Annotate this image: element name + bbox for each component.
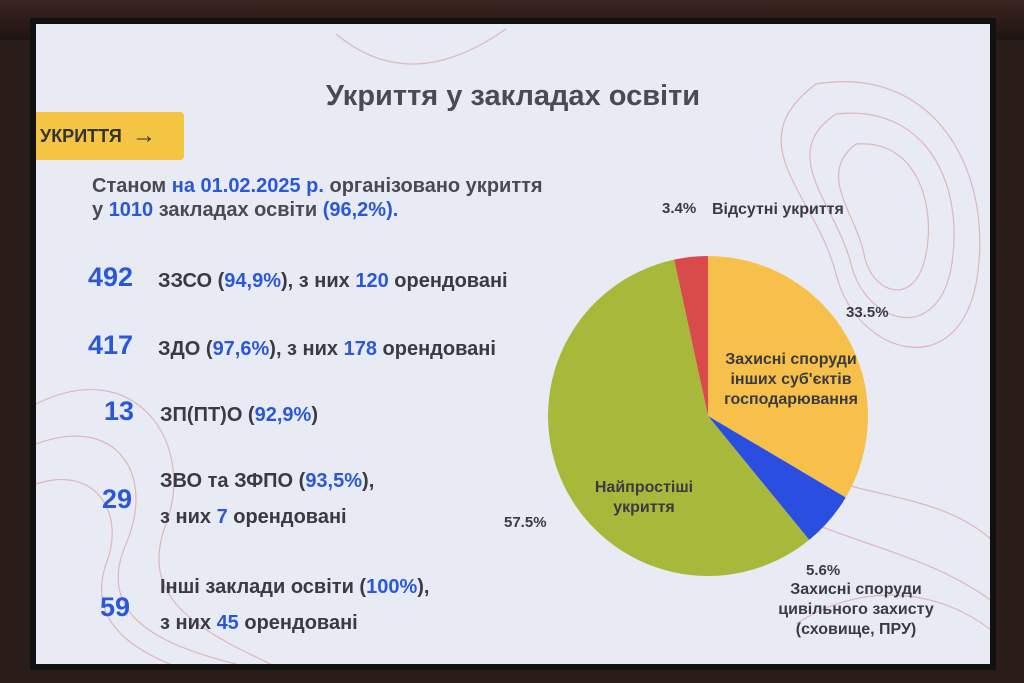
stat-number-zzso: 492: [88, 262, 134, 292]
intro-date: на 01.02.2025 р.: [171, 175, 324, 197]
legend-label-civil: Захисні споруди цивільного захисту (схов…: [776, 580, 936, 640]
desc-text: ЗЗСО (: [158, 270, 225, 292]
intro-text-part: у: [92, 199, 109, 221]
desc-text: ): [311, 404, 318, 426]
arrow-right-icon: →: [131, 122, 156, 149]
shelter-badge: УКРИТТЯ →: [36, 112, 184, 160]
desc-rented-count: 120: [355, 270, 389, 292]
desc-rented-count: 7: [216, 506, 228, 528]
desc-percent: 94,9%: [224, 270, 281, 292]
desc-percent: 100%: [366, 576, 418, 598]
pie-chart: [548, 256, 868, 576]
pie-slice-1: [708, 256, 868, 498]
desc-text: ЗВО та ЗФПО (: [160, 470, 306, 492]
pct-label-other: 33.5%: [846, 304, 889, 321]
desc-text: орендовані: [388, 270, 508, 292]
desc-text: ЗДО (: [158, 338, 213, 360]
intro-text: Станом на 01.02.2025 р. організовано укр…: [92, 174, 543, 222]
legend-label-line: Захисні споруди: [790, 581, 922, 598]
desc-text: ), з них: [269, 338, 344, 360]
pct-label-civil: 5.6%: [806, 562, 841, 579]
desc-text: Інші заклади освіти (: [160, 576, 367, 598]
pct-label-simple: 57.5%: [504, 514, 547, 531]
pie-slice-3: [548, 259, 810, 576]
legend-label-line: цивільного захисту: [778, 601, 934, 618]
slice-label-line: укриття: [613, 499, 675, 516]
intro-text-part: організовано укриття: [323, 175, 543, 197]
desc-rented-count: 178: [343, 338, 377, 360]
desc-percent: 93,5%: [305, 470, 363, 492]
slice-label-simple: Найпростіші укриття: [584, 478, 704, 518]
desc-text: ЗП(ПТ)О (: [160, 404, 255, 426]
legend-label-line: (сховище, ПРУ): [795, 621, 917, 638]
projector-screen: Укриття у закладах освіти УКРИТТЯ → Стан…: [30, 18, 996, 670]
stat-desc-zzso: ЗЗСО (94,9%), з них 120 орендовані: [158, 266, 508, 296]
desc-text: орендовані: [376, 338, 496, 360]
desc-text: орендовані: [227, 506, 347, 528]
pct-label-absent: 3.4%: [662, 200, 697, 217]
stat-number-zdo: 417: [88, 330, 134, 360]
pie-slice-0: [674, 256, 708, 416]
intro-percent: (96,2%).: [322, 199, 399, 221]
slice-label-other: Захисні споруди інших суб'єктів господар…: [712, 350, 870, 410]
desc-text: ), з них: [281, 270, 356, 292]
desc-text: ),: [417, 576, 430, 598]
stat-desc-zpto: ЗП(ПТ)О (92,9%): [160, 400, 318, 430]
stat-number-zvo: 29: [102, 484, 133, 514]
slide-title: Укриття у закладах освіти: [325, 80, 701, 112]
stat-desc-other: Інші заклади освіти (100%), з них 45 оре…: [160, 572, 429, 638]
intro-text-part: Станом: [92, 175, 172, 197]
desc-percent: 97,6%: [212, 338, 270, 360]
slice-label-line: інших суб'єктів: [730, 371, 852, 388]
intro-text-part: закладах освіти: [153, 199, 323, 221]
desc-text: орендовані: [238, 612, 358, 634]
desc-text: ),: [362, 470, 375, 492]
desc-rented-count: 45: [216, 612, 239, 634]
intro-count: 1010: [108, 199, 154, 221]
stat-number-zpto: 13: [104, 396, 135, 426]
desc-percent: 92,9%: [254, 404, 312, 426]
stat-number-other: 59: [100, 592, 131, 622]
stat-desc-zvo: ЗВО та ЗФПО (93,5%), з них 7 орендовані: [160, 466, 374, 532]
stat-desc-zdo: ЗДО (97,6%), з них 178 орендовані: [158, 334, 496, 364]
pie-slice-2: [708, 416, 846, 540]
legend-label-absent: Відсутні укриття: [712, 201, 844, 218]
desc-text: з них: [160, 506, 217, 528]
slice-label-line: Найпростіші: [594, 479, 694, 496]
slice-label-line: Захисні споруди: [725, 351, 857, 368]
badge-label: УКРИТТЯ: [40, 125, 122, 146]
desc-text: з них: [160, 612, 217, 634]
slice-label-line: господарювання: [724, 391, 858, 408]
